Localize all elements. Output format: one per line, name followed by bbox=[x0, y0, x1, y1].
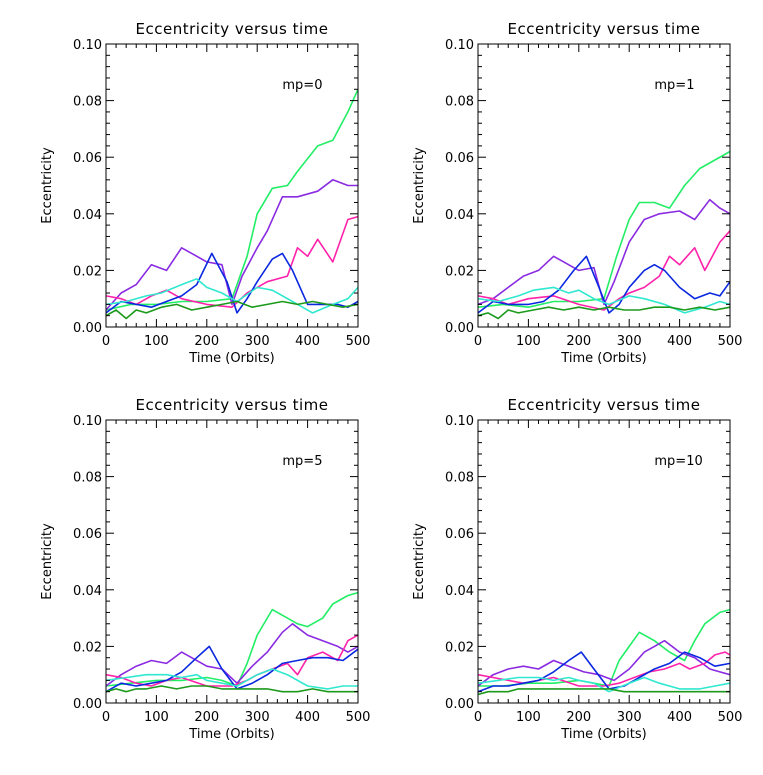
x-tick-label: 400 bbox=[667, 334, 692, 349]
y-axis-label: Eccentricity bbox=[412, 523, 427, 600]
y-tick-label: 0.06 bbox=[73, 151, 102, 166]
y-tick-label: 0.00 bbox=[73, 321, 102, 336]
series-line-green bbox=[105, 591, 359, 687]
x-tick-label: 300 bbox=[245, 710, 270, 725]
x-tick-label: 300 bbox=[617, 710, 642, 725]
y-tick-label: 0.10 bbox=[445, 414, 474, 429]
x-tick-label: 400 bbox=[295, 710, 320, 725]
y-tick-label: 0.00 bbox=[445, 697, 474, 712]
y-tick-label: 0.06 bbox=[73, 527, 102, 542]
chart-title: Eccentricity versus time bbox=[508, 20, 701, 38]
mp-annotation: mp=10 bbox=[654, 454, 702, 469]
series-line-magenta bbox=[477, 230, 731, 311]
x-tick-label: 300 bbox=[245, 334, 270, 349]
series-line-cyan bbox=[477, 286, 731, 314]
y-tick-label: 0.04 bbox=[445, 208, 474, 223]
x-axis-label: Time (Orbits) bbox=[560, 351, 646, 366]
x-tick-label: 200 bbox=[566, 334, 591, 349]
chart-title: Eccentricity versus time bbox=[136, 396, 329, 414]
y-tick-label: 0.04 bbox=[445, 584, 474, 599]
series-line-blue bbox=[105, 252, 359, 314]
x-tick-label: 500 bbox=[346, 334, 371, 349]
y-tick-label: 0.06 bbox=[445, 151, 474, 166]
series-line-green bbox=[105, 88, 359, 311]
y-tick-label: 0.10 bbox=[73, 414, 102, 429]
x-tick-label: 100 bbox=[144, 710, 169, 725]
x-tick-label: 200 bbox=[566, 710, 591, 725]
chart-panel-2: Eccentricity versus time 0.00 0.02 0.04 0.06… bbox=[412, 20, 742, 366]
y-tick-label: 0.02 bbox=[445, 264, 474, 279]
y-tick-label: 0.06 bbox=[445, 527, 474, 542]
x-axis-label: Time (Orbits) bbox=[188, 351, 274, 366]
plot-frame bbox=[105, 419, 359, 704]
y-axis-label: Eccentricity bbox=[412, 147, 427, 224]
series-line-green bbox=[478, 608, 731, 687]
chart-title: Eccentricity versus time bbox=[136, 20, 329, 38]
y-tick-label: 0.10 bbox=[73, 38, 102, 53]
y-axis-label: Eccentricity bbox=[40, 523, 55, 600]
x-tick-label: 500 bbox=[718, 710, 743, 725]
series-line-darkgreen bbox=[477, 688, 730, 696]
y-tick-label: 0.08 bbox=[445, 471, 474, 486]
chart-panel-1: Eccentricity versus time 0.00 0.02 0.04 0.06… bbox=[40, 20, 370, 366]
x-tick-label: 400 bbox=[667, 710, 692, 725]
x-tick-label: 0 bbox=[474, 710, 482, 725]
series-line-magenta bbox=[105, 215, 359, 309]
y-tick-label: 0.02 bbox=[73, 640, 102, 655]
x-tick-label: 400 bbox=[295, 334, 320, 349]
series-line-cyan bbox=[477, 676, 731, 693]
series-line-purple bbox=[105, 622, 359, 687]
x-tick-label: 0 bbox=[474, 334, 482, 349]
series-line-purple bbox=[105, 179, 358, 311]
chart-title: Eccentricity versus time bbox=[508, 396, 701, 414]
series-line-darkgreen bbox=[477, 306, 731, 320]
series-line-blue bbox=[105, 645, 359, 693]
x-tick-label: 200 bbox=[194, 710, 219, 725]
y-tick-label: 0.04 bbox=[73, 584, 102, 599]
x-tick-label: 300 bbox=[617, 334, 642, 349]
y-tick-label: 0.00 bbox=[73, 697, 102, 712]
series-line-purple bbox=[477, 639, 731, 687]
y-tick-label: 0.02 bbox=[73, 264, 102, 279]
series-line-green bbox=[477, 150, 731, 309]
x-tick-label: 100 bbox=[144, 334, 169, 349]
x-tick-label: 200 bbox=[194, 334, 219, 349]
y-tick-label: 0.08 bbox=[73, 471, 102, 486]
series-line-darkgreen bbox=[105, 300, 359, 320]
x-tick-label: 100 bbox=[516, 710, 541, 725]
series-line-cyan bbox=[105, 278, 359, 314]
y-axis-label: Eccentricity bbox=[40, 147, 55, 224]
chart-panel-4: Eccentricity versus time 0.00 0.02 0.04 0.06… bbox=[412, 396, 742, 742]
mp-annotation: mp=5 bbox=[282, 454, 322, 469]
chart-panel-3: Eccentricity versus time 0.00 0.02 0.04 0.06… bbox=[40, 396, 370, 742]
x-tick-label: 100 bbox=[516, 334, 541, 349]
series-line-blue bbox=[477, 651, 731, 693]
y-tick-label: 0.08 bbox=[445, 95, 474, 110]
y-tick-label: 0.08 bbox=[73, 95, 102, 110]
x-tick-label: 0 bbox=[102, 710, 110, 725]
plot-frame bbox=[477, 43, 731, 328]
x-axis-label: Time (Orbits) bbox=[188, 727, 274, 742]
x-tick-label: 500 bbox=[346, 710, 371, 725]
plot-frame bbox=[477, 419, 731, 704]
plot-frame bbox=[105, 43, 359, 328]
y-tick-label: 0.04 bbox=[73, 208, 102, 223]
mp-annotation: mp=1 bbox=[654, 78, 694, 93]
mp-annotation: mp=0 bbox=[282, 78, 322, 93]
series-line-darkgreen bbox=[105, 685, 358, 693]
series-line-cyan bbox=[105, 668, 358, 690]
x-tick-label: 0 bbox=[102, 334, 110, 349]
y-tick-label: 0.10 bbox=[445, 38, 474, 53]
x-tick-label: 500 bbox=[718, 334, 743, 349]
y-tick-label: 0.02 bbox=[445, 640, 474, 655]
x-axis-label: Time (Orbits) bbox=[560, 727, 646, 742]
series-line-purple bbox=[477, 198, 731, 306]
y-tick-label: 0.00 bbox=[445, 321, 474, 336]
